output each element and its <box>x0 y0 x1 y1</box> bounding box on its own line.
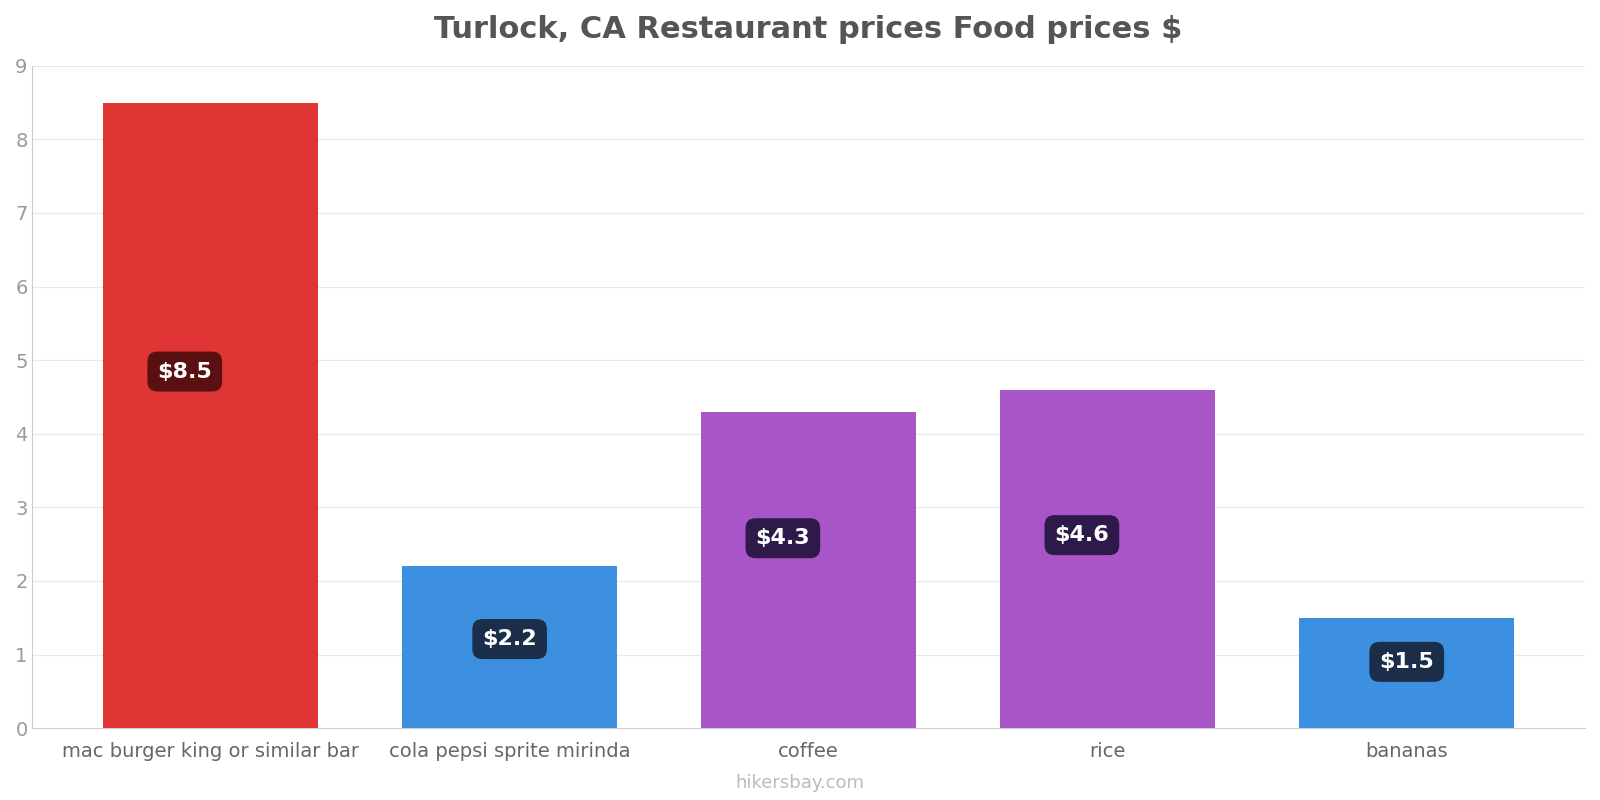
Text: $2.2: $2.2 <box>482 629 538 649</box>
Bar <box>1000 390 1216 728</box>
Bar <box>402 566 618 728</box>
Text: $8.5: $8.5 <box>157 362 213 382</box>
Bar <box>1299 618 1515 728</box>
Bar <box>102 102 318 728</box>
Bar <box>701 412 917 728</box>
Text: $4.6: $4.6 <box>1054 525 1109 545</box>
Text: $1.5: $1.5 <box>1379 652 1434 672</box>
Title: Turlock, CA Restaurant prices Food prices $: Turlock, CA Restaurant prices Food price… <box>435 15 1182 44</box>
Text: $4.3: $4.3 <box>755 528 810 548</box>
Text: hikersbay.com: hikersbay.com <box>736 774 864 792</box>
